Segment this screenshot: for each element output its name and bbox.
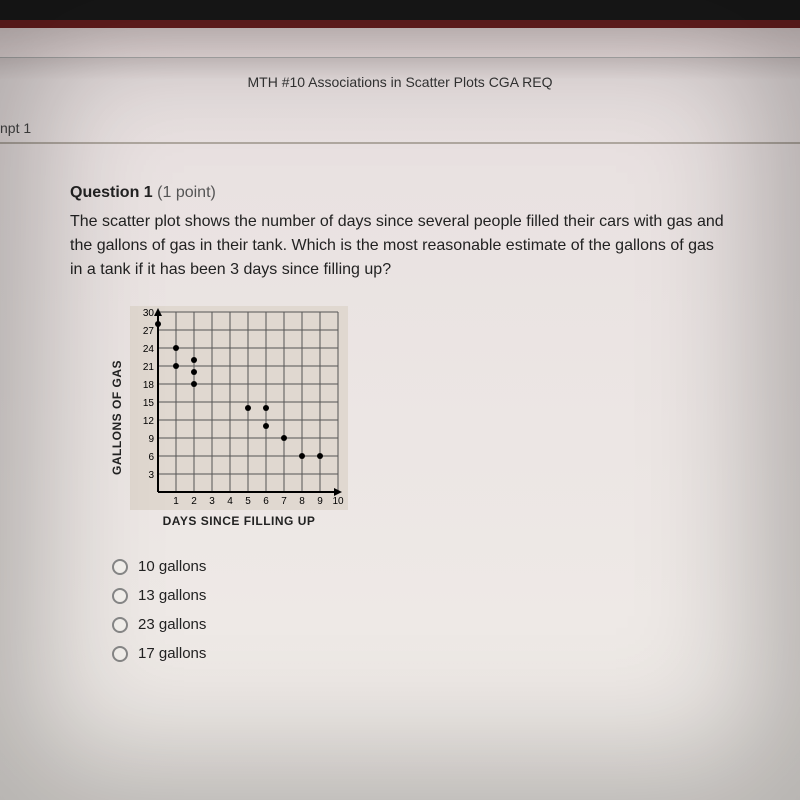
radio-icon[interactable] — [112, 617, 128, 633]
answer-option-0[interactable]: 10 gallons — [112, 552, 730, 581]
svg-text:9: 9 — [317, 496, 323, 507]
window-gradient — [0, 28, 800, 58]
svg-text:6: 6 — [148, 452, 154, 463]
browser-top-dark — [0, 0, 800, 20]
svg-text:18: 18 — [143, 380, 155, 391]
radio-icon[interactable] — [112, 646, 128, 662]
y-axis-label: GALLONS OF GAS — [110, 360, 124, 475]
svg-text:24: 24 — [143, 344, 155, 355]
svg-text:30: 30 — [143, 308, 155, 319]
svg-text:10: 10 — [332, 496, 344, 507]
option-label: 13 gallons — [138, 587, 206, 604]
question-text: The scatter plot shows the number of day… — [70, 210, 730, 282]
answer-option-3[interactable]: 17 gallons — [112, 639, 730, 668]
radio-icon[interactable] — [112, 588, 128, 604]
svg-text:2: 2 — [191, 496, 197, 507]
answer-options: 10 gallons 13 gallons 23 gallons 17 gallons — [112, 552, 730, 668]
accent-bar — [0, 20, 800, 28]
svg-text:15: 15 — [143, 398, 155, 409]
svg-text:27: 27 — [143, 326, 155, 337]
question-points: (1 point) — [157, 184, 216, 201]
svg-text:12: 12 — [143, 416, 155, 427]
svg-text:21: 21 — [143, 362, 155, 373]
question-number: Question 1 — [70, 184, 153, 201]
x-axis-label: DAYS SINCE FILLING UP — [163, 514, 316, 528]
assignment-title: MTH #10 Associations in Scatter Plots CG… — [0, 58, 800, 114]
radio-icon[interactable] — [112, 559, 128, 575]
option-label: 10 gallons — [138, 558, 206, 575]
question-content: Question 1 (1 point) The scatter plot sh… — [0, 144, 800, 688]
scatter-plot-svg: 3691215182124273012345678910 — [130, 306, 348, 510]
svg-text:5: 5 — [245, 496, 251, 507]
answer-option-1[interactable]: 13 gallons — [112, 581, 730, 610]
svg-text:3: 3 — [148, 470, 154, 481]
answer-option-2[interactable]: 23 gallons — [112, 610, 730, 639]
attempt-tab-row: npt 1 — [0, 114, 800, 144]
svg-text:3: 3 — [209, 496, 215, 507]
option-label: 23 gallons — [138, 616, 206, 633]
attempt-tab[interactable]: npt 1 — [0, 120, 31, 136]
svg-text:1: 1 — [173, 496, 179, 507]
question-heading: Question 1 (1 point) — [70, 184, 730, 202]
svg-text:4: 4 — [227, 496, 233, 507]
scatter-plot: GALLONS OF GAS 3691215182124273012345678… — [110, 306, 730, 528]
svg-text:7: 7 — [281, 496, 287, 507]
svg-text:9: 9 — [148, 434, 154, 445]
svg-text:6: 6 — [263, 496, 269, 507]
svg-text:8: 8 — [299, 496, 305, 507]
option-label: 17 gallons — [138, 645, 206, 662]
